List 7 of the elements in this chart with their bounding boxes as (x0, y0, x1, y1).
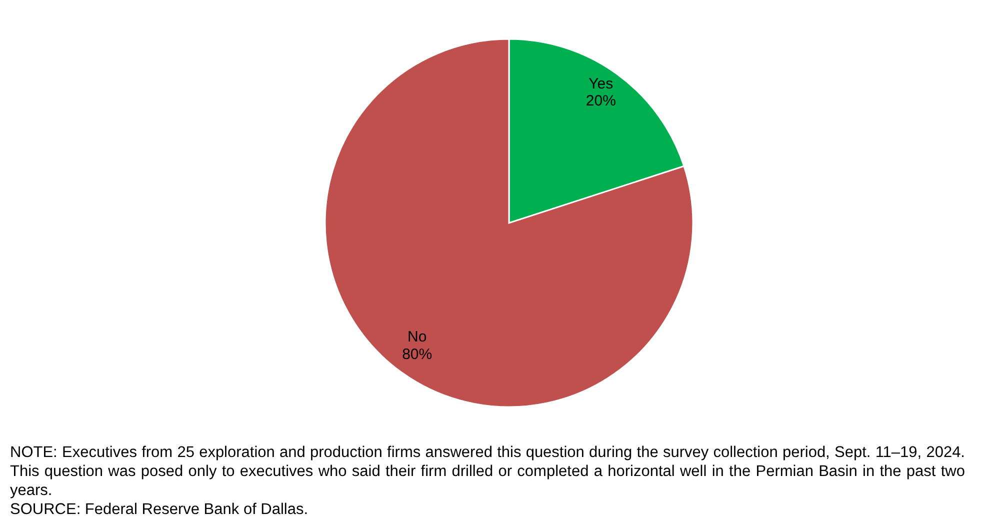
text: NOTE: Executives from 25 exploration and production firms answered this question during the survey collection period, Sept. 11–19, 2024. This question was posed only to executives who said their firm drilled or completed a horizontal well in the Permian Basin in the past two years. (10, 443, 965, 500)
pie-slice (324, 38, 694, 408)
slice-label: Yes (588, 75, 614, 92)
data-label: 20% (586, 92, 616, 110)
source-note: SOURCE: Federal Reserve Bank of Dallas. (10, 500, 310, 519)
data-label: 80% (402, 346, 432, 363)
slice-label: No (407, 328, 427, 346)
